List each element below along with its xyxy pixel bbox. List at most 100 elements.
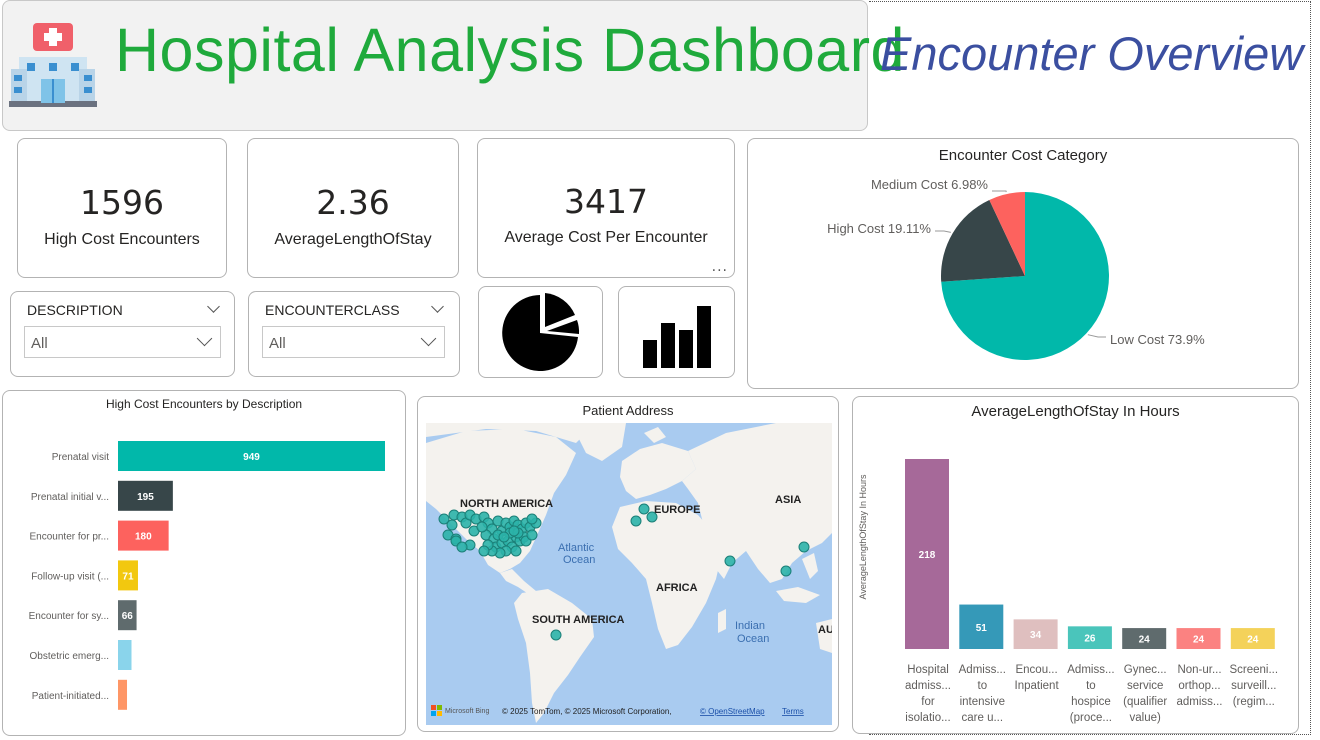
column-category-label: Admiss...: [1067, 664, 1114, 676]
pie-slice[interactable]: [941, 192, 1109, 360]
column-category-label: (qualifier: [1123, 696, 1167, 708]
map-point[interactable]: [478, 545, 490, 557]
kpi-card-avg-cost[interactable]: 3417 Average Cost Per Encounter ...: [477, 138, 735, 278]
bar-chart-title: High Cost Encounters by Description: [105, 397, 303, 411]
column-bar[interactable]: [1067, 626, 1112, 649]
map-point[interactable]: [508, 525, 520, 537]
slicer-label: ENCOUNTERCLASS: [265, 302, 400, 318]
map-point[interactable]: [550, 629, 562, 641]
high-cost-by-description-card: High Cost Encounters by Description Pren…: [2, 390, 406, 736]
bar[interactable]: [118, 600, 137, 631]
slicer-dropdown[interactable]: All: [24, 326, 221, 358]
bar-data-label: 180: [135, 532, 152, 543]
map-point[interactable]: [438, 513, 450, 525]
column-bar[interactable]: [959, 604, 1004, 649]
bar[interactable]: [118, 640, 132, 670]
world-map[interactable]: NORTH AMERICA EUROPE ASIA AFRICA SOUTH AMERI…: [426, 423, 832, 725]
map-label-atlantic2: Ocean: [563, 554, 595, 566]
kpi-card-avg-stay[interactable]: 2.36 AverageLengthOfStay: [247, 138, 459, 278]
map-point[interactable]: [638, 503, 650, 515]
map-point[interactable]: [526, 529, 538, 541]
column-category-label: admiss...: [1176, 696, 1222, 708]
map-point[interactable]: [724, 555, 736, 567]
slicer-description[interactable]: DESCRIPTION All: [10, 291, 235, 377]
patient-address-map-card: Patient Address NORTH AMERICA EUROPE ASIA A…: [417, 396, 839, 732]
map-point[interactable]: [780, 565, 792, 577]
bar-category-label: Patient-initiated...: [32, 691, 109, 702]
column-chart: AverageLengthOfStay In Hours 218 Hospital a…: [858, 459, 1278, 724]
chevron-down-icon[interactable]: [207, 300, 220, 313]
column-category-label: intensive: [960, 696, 1005, 708]
pie-slice[interactable]: [989, 192, 1025, 276]
pie-slice-label: Medium Cost 6.98%: [871, 177, 988, 192]
column-bar[interactable]: [1013, 619, 1058, 649]
map-attribution: © 2025 TomTom, © 2025 Microsoft Corporat…: [502, 707, 672, 716]
bar-data-label: 66: [122, 611, 134, 622]
terms-link[interactable]: Terms: [782, 707, 804, 716]
column-category-label: admiss...: [905, 680, 951, 692]
chevron-down-icon[interactable]: [431, 300, 444, 313]
map-label-indian2: Ocean: [737, 633, 769, 645]
page-title: Hospital Analysis Dashboard: [115, 16, 905, 84]
map-label-north-america: NORTH AMERICA: [460, 498, 553, 510]
bar-category-label: Follow-up visit (...: [31, 571, 109, 582]
slicer-value: All: [31, 335, 48, 352]
column-category-label: value): [1130, 712, 1161, 724]
column-category-label: Non-ur...: [1177, 664, 1221, 676]
more-options-icon[interactable]: ...: [711, 259, 728, 275]
column-category-label: hospice: [1071, 696, 1111, 708]
column-bar[interactable]: [905, 459, 949, 649]
bar[interactable]: [118, 441, 385, 471]
bar-data-label: 195: [137, 492, 154, 503]
pie-leader-line: [935, 230, 951, 233]
bar[interactable]: [118, 480, 173, 511]
bar-data-label: 949: [243, 452, 260, 463]
map-point[interactable]: [498, 531, 510, 543]
slicer-encounterclass[interactable]: ENCOUNTERCLASS All: [248, 291, 460, 377]
map-point[interactable]: [446, 519, 458, 531]
slicer-dropdown[interactable]: All: [262, 326, 445, 358]
column-data-label: 24: [1139, 635, 1151, 646]
pie-chart-nav-button[interactable]: [478, 286, 603, 378]
column-category-label: Encou...: [1015, 664, 1057, 676]
kpi-value: 2.36: [316, 183, 390, 222]
column-category-label: Inpatient: [1015, 680, 1060, 692]
map-point[interactable]: [630, 515, 642, 527]
osm-link[interactable]: © OpenStreetMap: [700, 707, 765, 716]
bar-category-label: Encounter for pr...: [30, 532, 110, 543]
column-bar[interactable]: [1176, 628, 1221, 649]
map-point[interactable]: [526, 513, 538, 525]
bar-category-label: Encounter for sy...: [29, 611, 109, 622]
pie-leader-line: [1087, 334, 1106, 338]
map-point[interactable]: [476, 521, 488, 533]
pie-slice[interactable]: [941, 199, 1025, 282]
column-category-label: isolatio...: [905, 712, 950, 724]
horizontal-bar-chart: Prenatal visit 949 Prenatal initial v... 19…: [29, 441, 385, 710]
map-label-asia: ASIA: [775, 494, 801, 506]
bar[interactable]: [118, 560, 138, 591]
bar-data-label: 71: [122, 571, 134, 582]
column-bar[interactable]: [1122, 628, 1167, 649]
report-page-frame: [869, 1, 1311, 735]
map-point[interactable]: [456, 541, 468, 553]
bar-category-label: Prenatal visit: [52, 452, 109, 463]
column-data-label: 218: [919, 550, 936, 561]
bar-chart-icon: [643, 306, 711, 368]
hospital-icon: [9, 23, 97, 107]
bing-text: Microsoft Bing: [445, 708, 489, 715]
column-data-label: 51: [976, 623, 988, 634]
kpi-label: High Cost Encounters: [44, 231, 200, 248]
kpi-card-high-cost[interactable]: 1596 High Cost Encounters: [17, 138, 227, 278]
kpi-value: 3417: [564, 182, 648, 221]
bar-chart-nav-button[interactable]: [618, 286, 735, 378]
avg-length-of-stay-card: AverageLengthOfStay In Hours AverageLeng…: [852, 396, 1299, 734]
column-bar[interactable]: [1230, 628, 1275, 649]
bar[interactable]: [118, 520, 169, 551]
slicer-label: DESCRIPTION: [27, 302, 123, 318]
map-point[interactable]: [510, 545, 522, 557]
pie-chart-title: Encounter Cost Category: [938, 147, 1108, 164]
map-point[interactable]: [646, 511, 658, 523]
slicer-value: All: [269, 335, 286, 352]
bar[interactable]: [118, 679, 128, 710]
map-point[interactable]: [798, 541, 810, 553]
